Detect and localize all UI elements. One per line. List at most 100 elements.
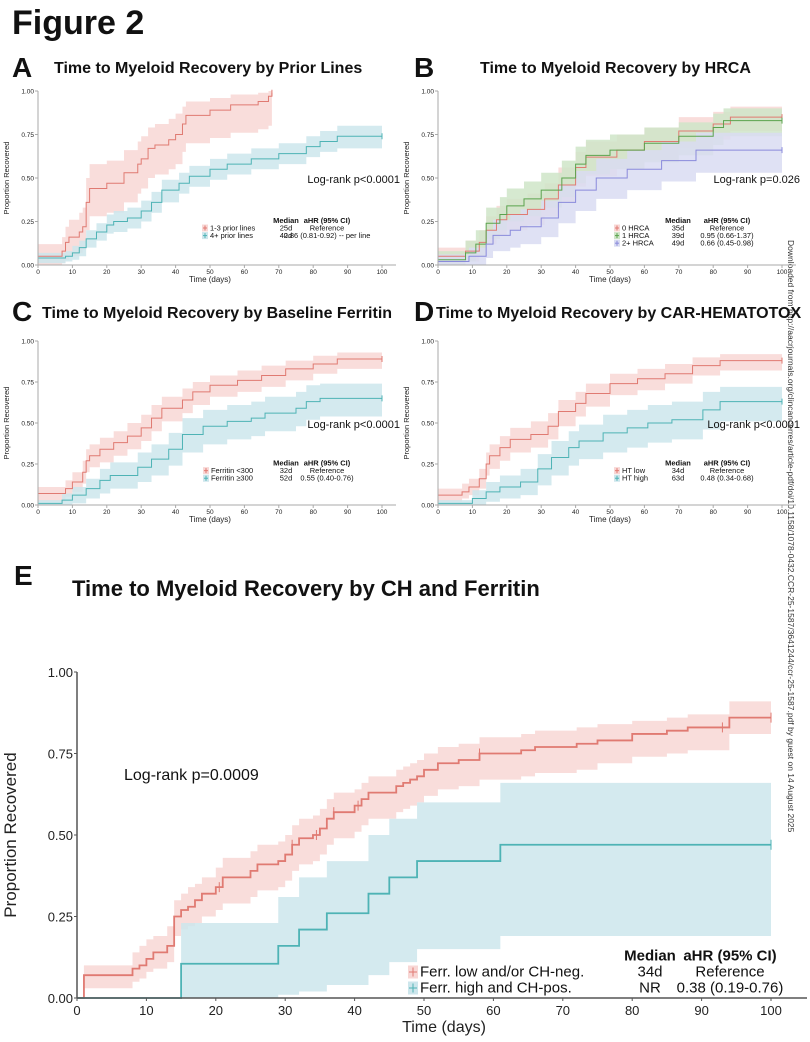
x-tick-label: 30 [138, 509, 146, 516]
x-tick-label: 50 [206, 509, 214, 516]
panel-letter-d: D [414, 296, 435, 327]
x-tick-label: 50 [417, 1003, 431, 1018]
x-tick-label: 40 [172, 269, 180, 276]
x-tick-label: 90 [744, 269, 752, 276]
x-tick-label: 60 [241, 269, 249, 276]
panel-e-title: Time to Myeloid Recovery by CH and Ferri… [72, 576, 540, 601]
x-tick-label: 100 [777, 509, 788, 516]
x-tick-label: 90 [344, 269, 352, 276]
survival-curves [438, 114, 783, 263]
y-tick-label: 0.75 [21, 132, 34, 139]
survival-curves [438, 357, 783, 504]
x-tick-label: 80 [710, 509, 718, 516]
x-tick-label: 70 [556, 1003, 570, 1018]
legend-header-median: Median [665, 216, 691, 225]
x-tick-label: 20 [103, 509, 111, 516]
curve-0 [38, 358, 382, 495]
x-axis-label: Time (days) [189, 515, 231, 524]
legend-median: 32d [280, 466, 292, 475]
x-tick-label: 20 [503, 509, 511, 516]
legend-median: 63d [672, 474, 684, 483]
curve-1 [438, 401, 782, 504]
legend-ahr: Reference [710, 466, 744, 475]
legend-median: 35d [672, 223, 684, 232]
x-tick-label: 80 [625, 1003, 639, 1018]
y-tick-label: 0.50 [421, 176, 434, 183]
curve-0 [438, 360, 782, 496]
logrank-annotation: Log-rank p=0.026 [713, 174, 800, 186]
y-tick-label: 1.00 [21, 339, 34, 346]
x-tick-label: 80 [310, 509, 318, 516]
y-tick-label: 0.50 [421, 421, 434, 428]
x-tick-label: 20 [503, 269, 511, 276]
x-tick-label: 0 [436, 269, 440, 276]
legend-median: 52d [280, 474, 292, 483]
legend-header-median: Median [273, 459, 299, 468]
x-tick-label: 90 [694, 1003, 708, 1018]
y-axis-label: Proportion Recovered [2, 142, 11, 215]
x-tick-label: 40 [347, 1003, 361, 1018]
y-axis-label: Proportion Recovered [402, 387, 411, 460]
legend-header-ahr: aHR (95% CI) [304, 216, 351, 225]
x-tick-label: 30 [538, 269, 546, 276]
y-tick-label: 1.00 [21, 89, 34, 96]
legend-ahr: Reference [695, 964, 764, 981]
curve-1 [77, 843, 771, 999]
panel-b-title: Time to Myeloid Recovery by HRCA [480, 60, 751, 77]
panel-letter-e: E [14, 560, 33, 591]
x-tick-label: 50 [606, 509, 614, 516]
y-tick-label: 1.00 [48, 665, 73, 680]
y-tick-label: 0.50 [21, 176, 34, 183]
logrank-annotation: Log-rank p<0.0001 [307, 174, 400, 186]
legend-table: Median aHR (95% CI) 0 HRCA 35d Reference 1 HR… [614, 216, 754, 248]
x-tick-label: 80 [310, 269, 318, 276]
ci-band-0 [38, 91, 272, 265]
x-tick-label: 10 [69, 269, 77, 276]
x-tick-label: 40 [172, 509, 180, 516]
legend-label: Ferr. low and/or CH-neg. [420, 964, 584, 981]
panel-c-chart: 0.00 0.25 0.50 0.75 1.00 0 10 20 30 40 50 60 70 80 90 1… [2, 339, 400, 525]
x-tick-label: 60 [641, 269, 649, 276]
logrank-annotation: Log-rank p<0.0001 [307, 419, 400, 431]
x-tick-label: 10 [139, 1003, 153, 1018]
panel-letter-b: B [414, 52, 435, 83]
panel-letter-c: C [12, 296, 33, 327]
legend-label: Ferr. high and CH-pos. [420, 980, 572, 997]
legend-median: 39d [672, 231, 684, 240]
y-tick-label: 0.75 [421, 132, 434, 139]
legend-ahr: 0.66 (0.45-0.98) [700, 239, 754, 248]
x-tick-label: 90 [344, 509, 352, 516]
x-tick-label: 10 [469, 509, 477, 516]
ci-band-1 [38, 383, 382, 505]
x-tick-label: 10 [469, 269, 477, 276]
legend-ahr: Reference [310, 466, 344, 475]
legend-median: 49d [672, 239, 684, 248]
legend-label: HT high [622, 474, 648, 483]
legend-ahr: Reference [710, 223, 744, 232]
legend-label: Ferritin ≥300 [211, 474, 253, 483]
x-axis-label: Time (days) [589, 275, 631, 284]
legend-label: 1 HRCA [622, 231, 649, 240]
legend-label: HT low [622, 466, 646, 475]
legend-table: Median aHR (95% CI) HT low 34d Reference HT h… [614, 459, 754, 483]
x-tick-label: 20 [103, 269, 111, 276]
panel-letter-a: A [12, 52, 33, 83]
legend-header-median: Median [665, 459, 691, 468]
legend-label: 0 HRCA [622, 223, 649, 232]
x-tick-label: 0 [436, 509, 440, 516]
legend-table: Median aHR (95% CI) 1-3 prior lines 25d Refe… [202, 216, 370, 240]
legend-label: Ferritin <300 [211, 466, 253, 475]
x-tick-label: 40 [572, 509, 580, 516]
x-tick-label: 100 [377, 269, 388, 276]
x-tick-label: 40 [572, 269, 580, 276]
legend-header-ahr: aHR (95% CI) [683, 948, 776, 965]
curve-1 [38, 135, 382, 259]
survival-curves [38, 356, 383, 504]
legend-ahr: 0.55 (0.40-0.76) [300, 474, 354, 483]
x-tick-label: 30 [138, 269, 146, 276]
x-tick-label: 10 [69, 509, 77, 516]
legend-header-median: Median [624, 948, 676, 965]
y-tick-label: 0.00 [421, 263, 434, 270]
x-tick-label: 100 [377, 509, 388, 516]
legend-median: 34d [637, 964, 662, 981]
